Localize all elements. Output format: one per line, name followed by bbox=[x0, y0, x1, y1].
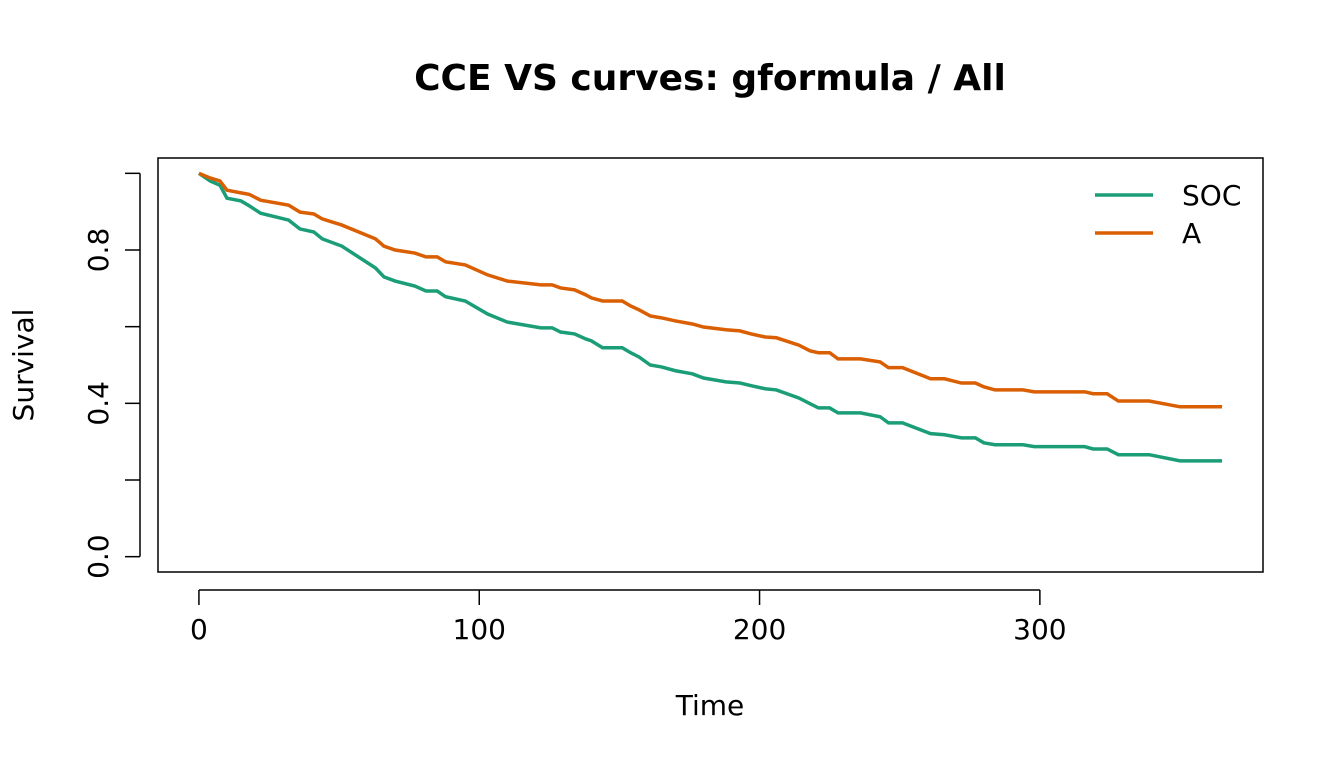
y-axis-label: Survival bbox=[7, 309, 40, 422]
x-tick-label: 100 bbox=[453, 613, 506, 646]
x-tick-label: 0 bbox=[190, 613, 208, 646]
x-tick-label: 300 bbox=[1013, 613, 1066, 646]
x-tick-label: 200 bbox=[733, 613, 786, 646]
legend-label: A bbox=[1182, 217, 1201, 250]
series-line bbox=[197, 171, 1223, 463]
chart-title: CCE VS curves: gformula / All bbox=[414, 58, 1006, 99]
y-tick-label: 0.0 bbox=[82, 534, 115, 579]
y-tick-label: 0.8 bbox=[82, 228, 115, 273]
y-tick-label: 0.4 bbox=[82, 381, 115, 426]
plot-frame bbox=[157, 157, 1264, 573]
x-axis-label: Time bbox=[675, 689, 745, 722]
series-line bbox=[198, 171, 1223, 409]
legend-label: SOC bbox=[1182, 179, 1241, 212]
